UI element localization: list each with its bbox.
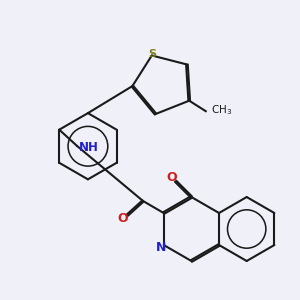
Text: N: N [156, 241, 167, 254]
Text: O: O [167, 171, 177, 184]
Text: NH: NH [79, 141, 99, 154]
Text: S: S [148, 49, 156, 58]
Text: O: O [117, 212, 128, 225]
Text: CH$_3$: CH$_3$ [212, 103, 233, 117]
